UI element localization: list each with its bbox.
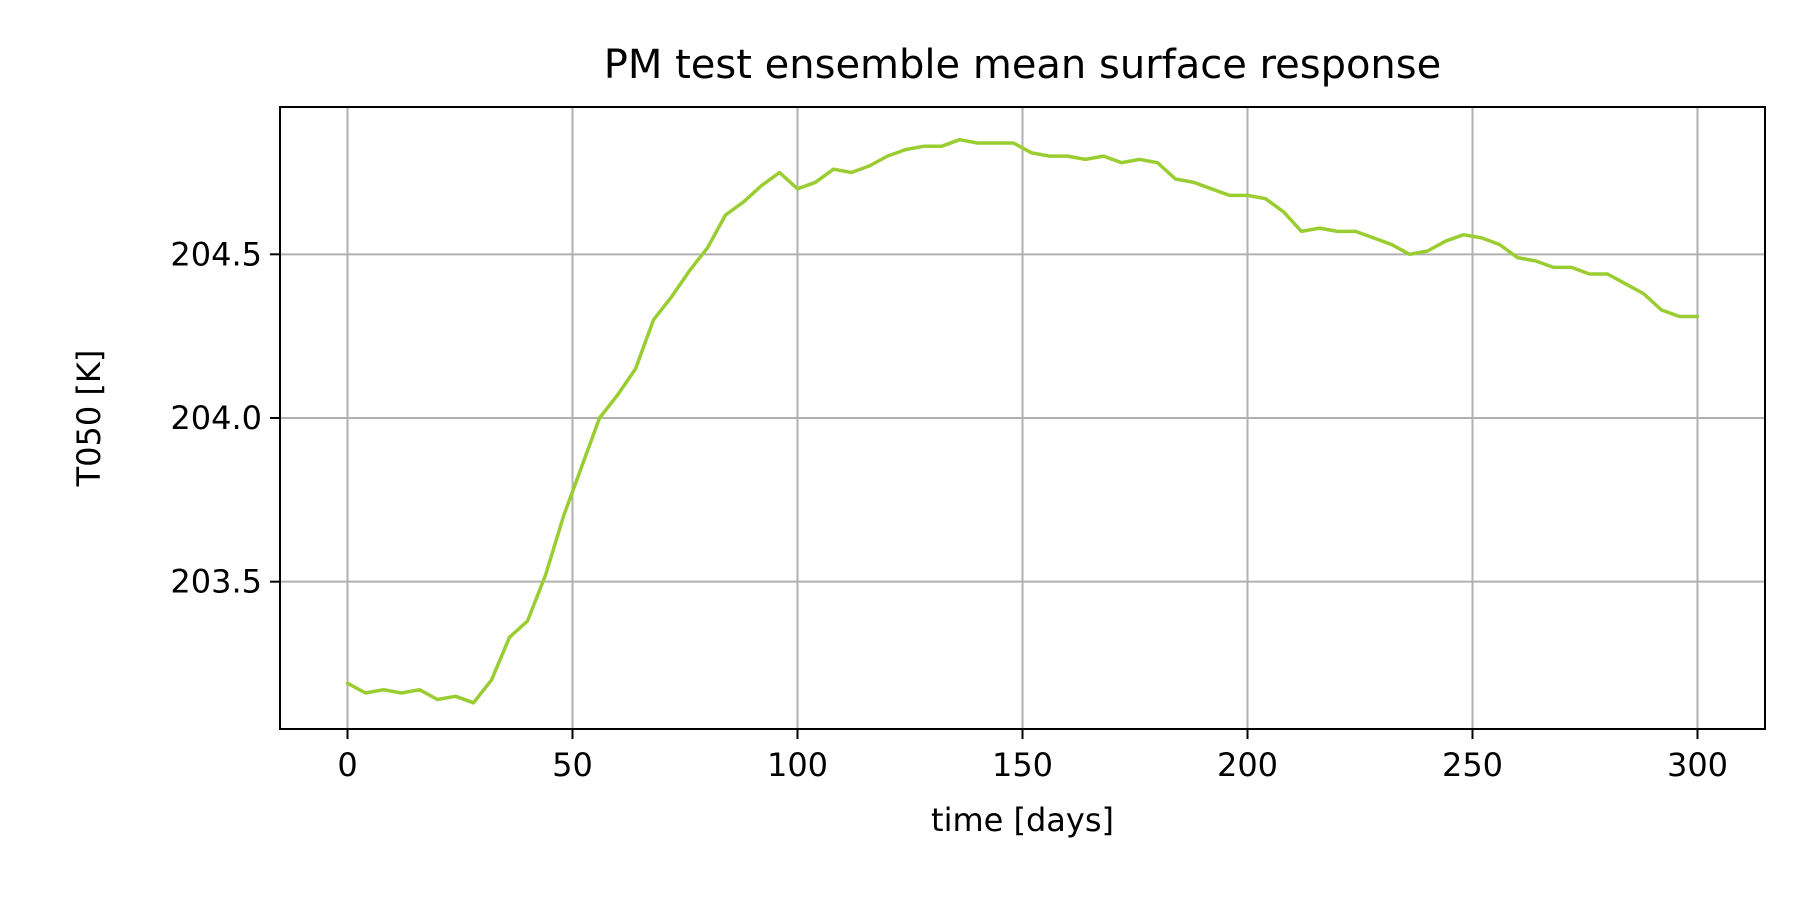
grid-layer <box>280 107 1765 729</box>
x-tick-label: 50 <box>552 746 593 784</box>
y-tick-label: 204.5 <box>170 235 262 273</box>
chart-title: PM test ensemble mean surface response <box>604 42 1441 88</box>
x-tick-label: 200 <box>1217 746 1278 784</box>
x-tick-label: 250 <box>1442 746 1503 784</box>
y-tick-label: 203.5 <box>170 563 262 601</box>
y-axis-label: T050 [K] <box>70 350 108 488</box>
x-tick-label: 300 <box>1667 746 1728 784</box>
x-tick-label: 150 <box>992 746 1053 784</box>
x-axis-label: time [days] <box>931 801 1114 839</box>
tick-layer: 0 50 100 150 200 250 300 203.5 204.0 204.5 <box>170 235 1728 784</box>
series-line <box>345 137 1700 705</box>
y-tick-label: 204.0 <box>170 399 262 437</box>
x-tick-label: 0 <box>337 746 357 784</box>
x-tick-label: 100 <box>767 746 828 784</box>
series-layer <box>345 137 1700 705</box>
